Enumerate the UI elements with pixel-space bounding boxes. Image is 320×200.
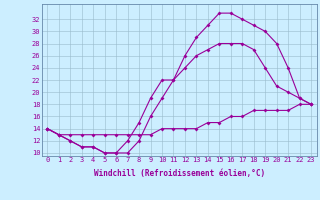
X-axis label: Windchill (Refroidissement éolien,°C): Windchill (Refroidissement éolien,°C) [94,169,265,178]
